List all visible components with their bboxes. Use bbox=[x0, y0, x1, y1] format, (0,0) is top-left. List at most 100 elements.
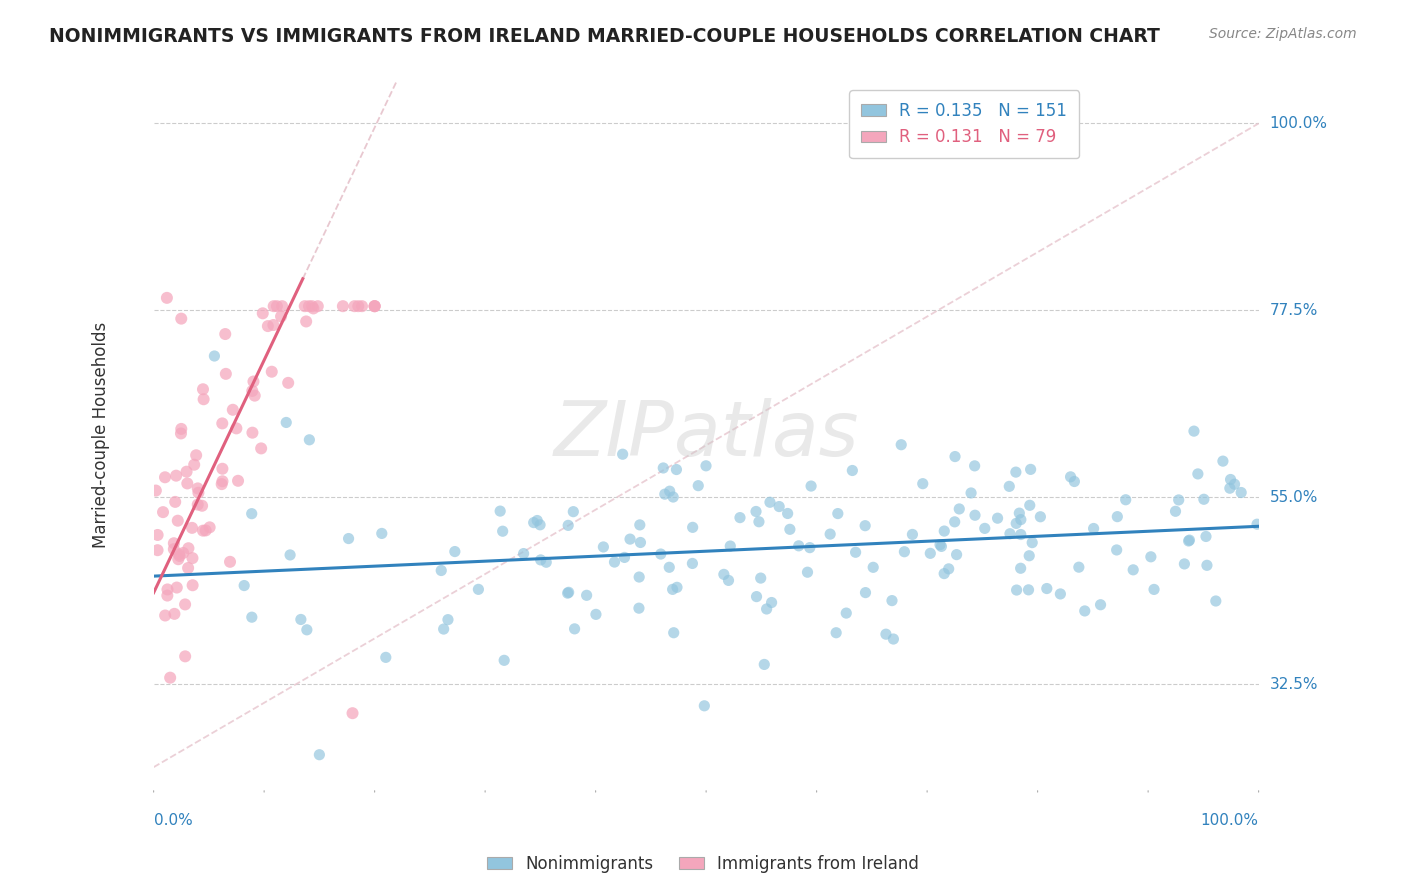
Point bbox=[1010, 527, 1032, 541]
Point bbox=[911, 476, 934, 491]
Point bbox=[146, 543, 169, 558]
Point bbox=[191, 382, 214, 396]
Point bbox=[298, 433, 321, 447]
Point bbox=[695, 458, 717, 473]
Point bbox=[1212, 454, 1234, 468]
Point bbox=[163, 542, 186, 557]
Point bbox=[665, 580, 688, 594]
Point bbox=[592, 540, 614, 554]
Point bbox=[973, 521, 995, 535]
Point bbox=[526, 514, 548, 528]
Point bbox=[654, 487, 676, 501]
Point bbox=[153, 608, 176, 623]
Point bbox=[250, 442, 273, 456]
Point bbox=[841, 463, 863, 477]
Point bbox=[156, 291, 179, 305]
Point bbox=[467, 582, 489, 597]
Point bbox=[1195, 529, 1218, 543]
Point bbox=[1005, 582, 1028, 597]
Text: 0.0%: 0.0% bbox=[153, 813, 193, 828]
Point bbox=[943, 515, 966, 529]
Point bbox=[437, 613, 460, 627]
Point bbox=[276, 416, 298, 430]
Point bbox=[882, 632, 904, 646]
Point bbox=[960, 486, 983, 500]
Point bbox=[350, 299, 373, 313]
Point bbox=[929, 538, 952, 552]
Point bbox=[1164, 504, 1187, 518]
Point bbox=[862, 560, 884, 574]
Point bbox=[242, 375, 264, 389]
Point bbox=[564, 622, 586, 636]
Point bbox=[1178, 533, 1201, 548]
Point bbox=[875, 627, 897, 641]
Point bbox=[294, 299, 316, 313]
Point bbox=[845, 545, 868, 559]
Point bbox=[1018, 549, 1040, 563]
Point bbox=[562, 505, 585, 519]
Text: NONIMMIGRANTS VS IMMIGRANTS FROM IRELAND MARRIED-COUPLE HOUSEHOLDS CORRELATION C: NONIMMIGRANTS VS IMMIGRANTS FROM IRELAND… bbox=[49, 27, 1160, 45]
Point bbox=[337, 532, 360, 546]
Point bbox=[262, 318, 284, 332]
Point bbox=[342, 706, 364, 721]
Text: 100.0%: 100.0% bbox=[1270, 116, 1327, 131]
Point bbox=[1192, 492, 1215, 507]
Point bbox=[1122, 563, 1144, 577]
Point bbox=[1005, 516, 1028, 531]
Point bbox=[835, 606, 858, 620]
Point bbox=[880, 593, 903, 607]
Point bbox=[226, 474, 249, 488]
Point bbox=[166, 514, 188, 528]
Point bbox=[855, 585, 877, 599]
Point bbox=[271, 299, 294, 313]
Point bbox=[901, 527, 924, 541]
Point bbox=[489, 504, 512, 518]
Point bbox=[163, 536, 186, 550]
Point bbox=[963, 508, 986, 523]
Point bbox=[759, 495, 782, 509]
Point bbox=[796, 565, 818, 579]
Point bbox=[295, 314, 318, 328]
Point bbox=[748, 515, 770, 529]
Point bbox=[176, 465, 198, 479]
Point bbox=[1008, 506, 1031, 520]
Point bbox=[998, 479, 1021, 493]
Point bbox=[1049, 587, 1071, 601]
Point bbox=[347, 299, 370, 313]
Point bbox=[761, 595, 783, 609]
Point bbox=[146, 528, 169, 542]
Point bbox=[211, 475, 233, 489]
Point bbox=[1205, 594, 1227, 608]
Point bbox=[1107, 509, 1129, 524]
Point bbox=[728, 510, 751, 524]
Point bbox=[1167, 492, 1189, 507]
Point bbox=[1105, 543, 1128, 558]
Point bbox=[1246, 517, 1268, 532]
Point bbox=[252, 306, 274, 320]
Point bbox=[186, 448, 208, 462]
Point bbox=[818, 527, 841, 541]
Point bbox=[211, 462, 233, 476]
Text: Married-couple Households: Married-couple Households bbox=[91, 322, 110, 548]
Point bbox=[1230, 485, 1253, 500]
Point bbox=[1177, 533, 1199, 548]
Point bbox=[934, 524, 956, 538]
Point bbox=[343, 299, 366, 313]
Point bbox=[145, 483, 167, 498]
Point bbox=[177, 561, 200, 575]
Point bbox=[371, 526, 394, 541]
Point bbox=[290, 612, 312, 626]
Point bbox=[650, 547, 672, 561]
Point bbox=[1010, 561, 1032, 575]
Point bbox=[181, 551, 204, 566]
Point bbox=[749, 571, 772, 585]
Point bbox=[295, 623, 318, 637]
Point bbox=[494, 653, 516, 667]
Point bbox=[1029, 509, 1052, 524]
Point bbox=[298, 299, 321, 313]
Point bbox=[652, 461, 675, 475]
Point bbox=[263, 299, 285, 313]
Point bbox=[176, 476, 198, 491]
Legend: Nonimmigrants, Immigrants from Ireland: Nonimmigrants, Immigrants from Ireland bbox=[481, 848, 925, 880]
Point bbox=[233, 578, 256, 592]
